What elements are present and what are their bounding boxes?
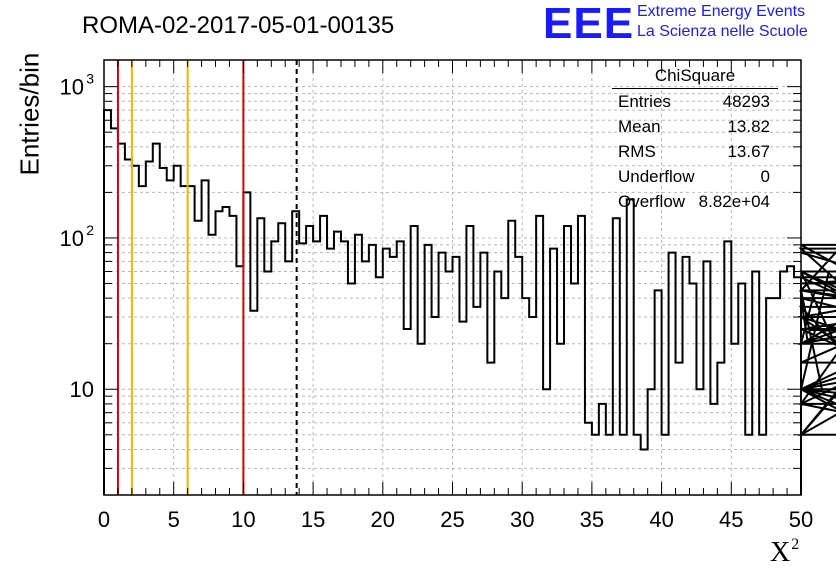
- stats-key: Mean: [618, 117, 661, 136]
- stats-key: Underflow: [618, 167, 695, 186]
- y-tick-label: 10: [60, 226, 84, 251]
- x-axis-label-base: X: [770, 537, 791, 568]
- x-tick-label: 0: [98, 507, 110, 532]
- x-tick-label: 15: [301, 507, 325, 532]
- stats-value: 0: [760, 167, 770, 186]
- histogram-outline: [103, 109, 836, 495]
- stats-box-name: ChiSquare: [612, 66, 778, 89]
- y-tick-exponent: 3: [86, 71, 94, 87]
- y-axis-label: Entries/bin: [14, 52, 45, 176]
- x-tick-label: 10: [231, 507, 255, 532]
- x-tick-label: 25: [440, 507, 464, 532]
- eee-logo: EEE: [543, 0, 635, 48]
- stats-row-underflow: Underflow 0: [612, 164, 778, 189]
- marker-lines-layer: [116, 60, 298, 495]
- stats-value: 13.82: [727, 117, 770, 136]
- x-tick-label: 35: [580, 507, 604, 532]
- x-tick-label: 40: [649, 507, 673, 532]
- x-tick-label: 20: [371, 507, 395, 532]
- x-tick-label: 45: [719, 507, 743, 532]
- histogram-title: ROMA-02-2017-05-01-00135: [82, 12, 395, 39]
- stats-box: ChiSquare Entries 48293 Mean 13.82 RMS 1…: [612, 66, 778, 214]
- stats-row-overflow: Overflow 8.82e+04: [612, 189, 778, 214]
- stats-row-rms: RMS 13.67: [612, 139, 778, 164]
- x-axis-label-exponent: 2: [791, 536, 800, 553]
- stats-key: Entries: [618, 92, 671, 111]
- stats-value: 13.67: [727, 142, 770, 161]
- x-tick-label: 50: [789, 507, 813, 532]
- logo-subtitle-line2: La Scienza nelle Scuole: [637, 23, 808, 40]
- stats-row-mean: Mean 13.82: [612, 114, 778, 139]
- stats-key: RMS: [618, 142, 656, 161]
- stats-row-entries: Entries 48293: [612, 89, 778, 114]
- histogram-layer: [103, 109, 836, 495]
- stats-key: Overflow: [618, 192, 686, 211]
- x-axis-label: X2: [770, 536, 799, 569]
- stats-value: 8.82e+04: [698, 192, 770, 211]
- stats-value: 48293: [722, 92, 770, 111]
- grid-layer: [104, 60, 801, 496]
- x-tick-label: 30: [510, 507, 534, 532]
- logo-subtitle-line1: Extreme Energy Events: [637, 3, 806, 20]
- y-tick-label: 10: [70, 377, 94, 402]
- y-tick-exponent: 2: [86, 222, 94, 238]
- axis-ticks: [103, 60, 802, 496]
- x-tick-label: 5: [168, 507, 180, 532]
- y-tick-label: 10: [60, 75, 84, 100]
